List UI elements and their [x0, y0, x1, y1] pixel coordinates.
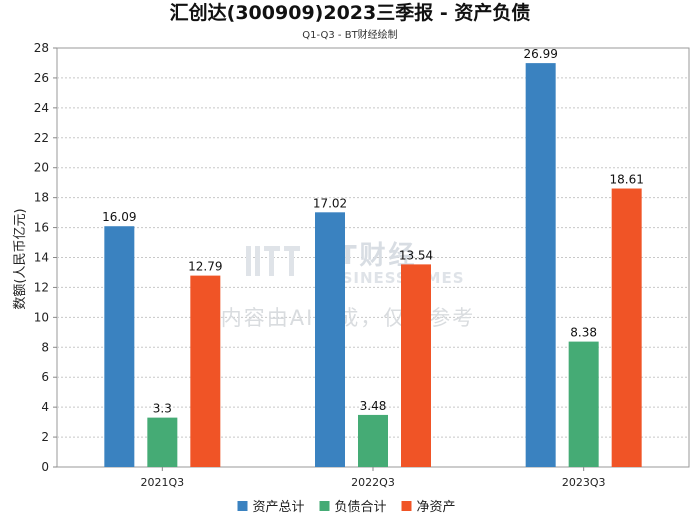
bar [104, 226, 135, 467]
watermark-logo-icon [246, 246, 300, 276]
watermark: BT财经 BUSINESSTIMES 内容由AI生成，仅供参考 [221, 240, 476, 330]
bar [147, 417, 178, 467]
bar [611, 188, 642, 467]
y-tick-label: 2 [41, 430, 49, 444]
bar [358, 414, 388, 467]
x-tick-label: 2021Q3 [141, 476, 185, 489]
x-tick-label: 2023Q3 [562, 476, 606, 489]
x-tick-label: 2022Q3 [351, 476, 395, 489]
data-label: 17.02 [313, 196, 347, 210]
legend-swatch [401, 501, 412, 511]
y-tick-label: 18 [34, 191, 49, 205]
y-axis-label: 数额(人民币亿元) [13, 208, 28, 309]
y-tick-label: 10 [34, 310, 49, 324]
bars-layer: 16.09 3.3 12.79 17.02 3.48 13.54 26.99 8.38 18.6… [102, 47, 644, 468]
y-tick-label: 0 [41, 460, 49, 474]
legend-swatch [237, 501, 248, 511]
y-tick-label: 26 [34, 71, 49, 85]
bar [315, 212, 345, 467]
data-label: 13.54 [399, 248, 433, 262]
y-tick-label: 8 [41, 340, 49, 354]
legend-entry: 资产总计 [253, 500, 305, 515]
data-label: 8.38 [570, 326, 597, 340]
y-tick-label: 6 [41, 370, 49, 384]
chart-subtitle: Q1-Q3 - BT财经绘制 [302, 28, 397, 41]
legend-entry: 负债合计 [335, 500, 387, 515]
bar [525, 63, 556, 468]
data-label: 12.79 [188, 260, 222, 274]
legend: 资产总计 负债合计 净资产 [237, 500, 456, 515]
y-tick-label: 4 [41, 400, 49, 414]
y-tick-label: 20 [34, 161, 49, 175]
data-label: 26.99 [523, 47, 557, 61]
data-label: 16.09 [102, 210, 136, 224]
watermark-notice: 内容由AI生成，仅供参考 [221, 306, 476, 330]
data-label: 3.48 [360, 399, 387, 413]
y-tick-label: 28 [34, 41, 49, 55]
legend-swatch [319, 501, 330, 511]
data-label: 18.61 [609, 173, 643, 187]
y-tick-label: 22 [34, 131, 49, 145]
chart-title: 汇创达(300909)2023三季报 - 资产负债 [170, 1, 531, 24]
bar [568, 341, 599, 467]
grid-layer [56, 47, 690, 468]
y-tick-label: 16 [34, 221, 49, 235]
data-label: 3.3 [153, 402, 172, 416]
legend-entry: 净资产 [417, 500, 456, 515]
y-tick-label: 14 [34, 251, 49, 265]
bar [190, 275, 221, 467]
y-tick-label: 12 [34, 280, 49, 294]
bar [401, 264, 431, 467]
y-tick-label: 24 [34, 101, 49, 115]
